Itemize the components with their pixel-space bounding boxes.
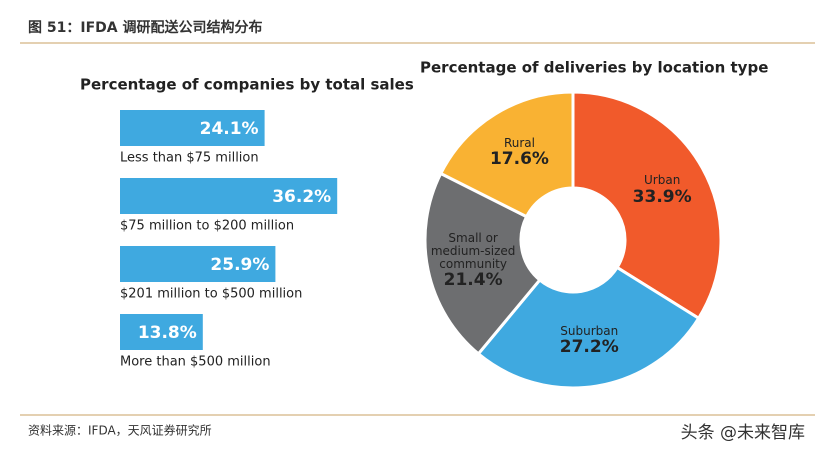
slice-value: 21.4%: [443, 270, 503, 291]
value-label: 25.9%: [210, 255, 269, 275]
category-label: $201 million to $500 million: [120, 287, 302, 302]
donut-slice: [438, 90, 575, 219]
donut-slice: [571, 90, 723, 321]
slice-label: Suburban 27.2%: [529, 323, 649, 357]
donut-slice: [423, 171, 542, 356]
donut-slice: [476, 265, 701, 390]
pie-chart-title: Percentage of deliveries by location typ…: [420, 59, 768, 77]
slice-label: Rural 17.6%: [459, 137, 579, 169]
slice-value: 27.2%: [559, 336, 619, 357]
value-label: 36.2%: [272, 187, 331, 207]
slice-value: 17.6%: [489, 149, 549, 170]
value-label: 13.8%: [138, 323, 197, 343]
slice-category: Urban: [644, 173, 681, 188]
slice-label: Small or medium-sized community 21.4%: [428, 230, 518, 291]
bar: [120, 246, 276, 282]
slice-label: Urban 33.9%: [602, 173, 722, 207]
slice-category: Small or medium-sized community: [430, 230, 516, 272]
slice-category: Rural: [503, 136, 535, 151]
slice-value: 33.9%: [632, 186, 692, 207]
value-label: 24.1%: [200, 119, 259, 139]
slice-category: Suburban: [560, 323, 619, 338]
bar: [120, 314, 203, 350]
source: 资料来源：IFDA，天风证券研究所: [28, 423, 212, 438]
figure-title: 图 51：IFDA 调研配送公司结构分布: [28, 19, 262, 36]
category-label: Less than $75 million: [120, 151, 259, 166]
category-label: $75 million to $200 million: [120, 219, 294, 234]
bar: [120, 178, 338, 214]
bar-chart-title: Percentage of companies by total sales: [80, 76, 414, 94]
category-label: More than $500 million: [120, 355, 271, 370]
bar: [120, 110, 265, 146]
watermark: 头条 @未来智库: [681, 423, 805, 443]
